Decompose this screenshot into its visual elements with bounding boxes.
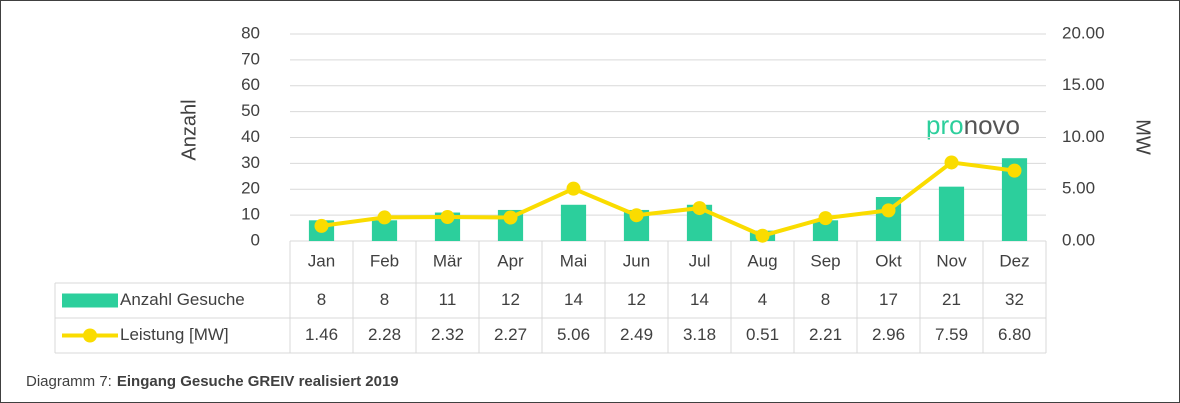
x-tick-label: Okt: [875, 251, 902, 270]
bar: [371, 220, 398, 241]
x-tick-label: Sep: [810, 251, 840, 270]
marker: [944, 155, 959, 170]
data-label: 21: [942, 290, 961, 309]
y-tick-label: 0: [251, 230, 260, 249]
y-tick-label: 70: [241, 49, 260, 68]
y-tick-label: 10: [241, 205, 260, 224]
bar: [812, 220, 839, 241]
marker: [755, 228, 770, 243]
logo-part: novo: [964, 110, 1020, 140]
bar: [560, 204, 587, 241]
marker: [818, 211, 833, 226]
marker: [566, 181, 581, 196]
y-tick-label: 60: [241, 75, 260, 94]
data-label: 1.46: [305, 325, 338, 344]
y2-tick-label: 10.00: [1062, 127, 1105, 146]
marker: [314, 218, 329, 233]
line: [321, 160, 1015, 238]
legend-swatch: [62, 293, 118, 308]
data-label: 3.18: [683, 325, 716, 344]
data-label: 12: [501, 290, 520, 309]
marker: [1007, 163, 1022, 178]
y2-tick-label: 0.00: [1062, 230, 1095, 249]
caption-text: Eingang Gesuche GREIV realisiert 2019: [117, 373, 399, 390]
legend-swatch: [83, 328, 97, 343]
data-label: 4: [758, 290, 767, 309]
y-tick-label: 20: [241, 179, 260, 198]
data-label: 5.06: [557, 325, 590, 344]
caption-label: Diagramm 7:: [26, 373, 112, 390]
y2-tick-label: 15.00: [1062, 75, 1105, 94]
legend-label: Anzahl Gesuche: [120, 290, 245, 309]
data-label: 17: [879, 290, 898, 309]
y2-tick-label: 5.00: [1062, 179, 1095, 198]
data-label: 11: [439, 290, 457, 309]
x-tick-label: Dez: [999, 251, 1029, 270]
y-tick-label: 40: [241, 127, 260, 146]
marker: [629, 208, 644, 223]
x-tick-label: Apr: [497, 251, 524, 270]
x-tick-label: Jun: [623, 251, 650, 270]
data-label: 8: [821, 290, 830, 309]
data-label: 0.51: [746, 325, 779, 344]
bar: [938, 186, 965, 241]
y-tick-label: 30: [241, 153, 260, 172]
x-tick-label: Jul: [689, 251, 711, 270]
y-tick-label: 80: [241, 23, 260, 42]
data-label: 2.49: [620, 325, 653, 344]
logo-part: pro: [926, 110, 964, 140]
marker: [503, 210, 518, 225]
data-label: 12: [627, 290, 646, 309]
data-label: 2.32: [431, 325, 464, 344]
data-label: 2.21: [809, 325, 842, 344]
data-label: 6.80: [998, 325, 1031, 344]
x-tick-label: Mai: [560, 251, 587, 270]
x-tick-label: Aug: [747, 251, 777, 270]
x-tick-label: Jan: [308, 251, 335, 270]
data-label: 8: [317, 290, 326, 309]
data-label: 2.27: [494, 325, 527, 344]
y-axis-label: Anzahl: [178, 99, 200, 160]
y2-tick-label: 20.00: [1062, 23, 1105, 42]
y-tick-label: 50: [241, 101, 260, 120]
y2-axis-label: MW: [1132, 119, 1154, 155]
data-label: 8: [380, 290, 389, 309]
marker: [377, 210, 392, 225]
x-tick-label: Mär: [433, 251, 463, 270]
marker: [692, 201, 707, 216]
data-label: 2.96: [872, 325, 905, 344]
data-label: 32: [1005, 290, 1024, 309]
legend-label: Leistung [MW]: [120, 325, 229, 344]
data-label: 2.28: [368, 325, 401, 344]
marker: [440, 209, 455, 224]
caption: Diagramm 7: Eingang Gesuche GREIV realisi…: [26, 373, 399, 390]
x-tick-label: Feb: [370, 251, 399, 270]
data-label: 14: [690, 290, 709, 309]
marker: [881, 203, 896, 218]
data-label: 7.59: [935, 325, 968, 344]
data-label: 14: [564, 290, 583, 309]
logo: pronovo: [926, 110, 1020, 140]
x-tick-label: Nov: [936, 251, 967, 270]
